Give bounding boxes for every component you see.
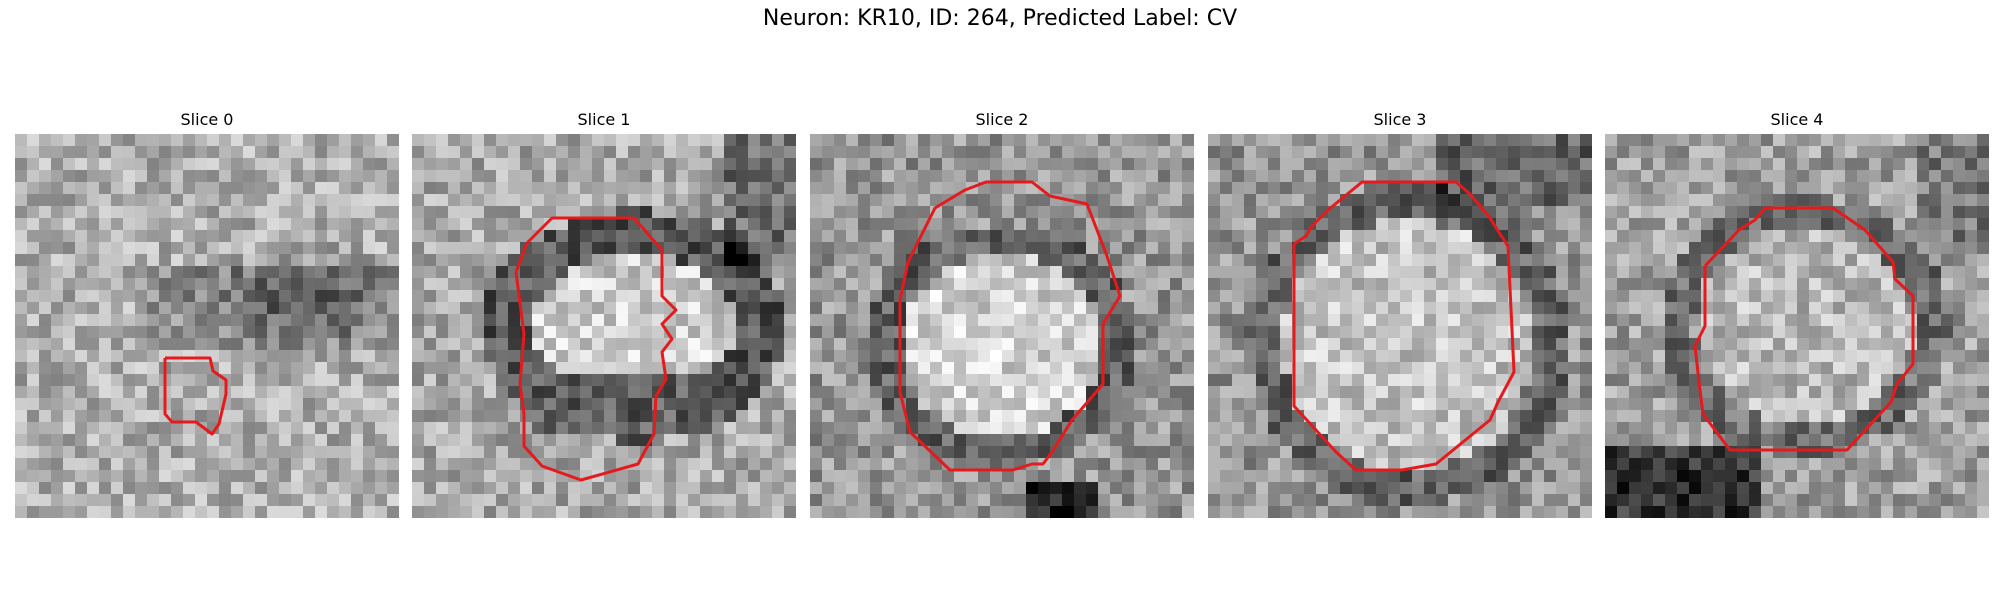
slice-panel-2: Slice 2 — [810, 110, 1194, 518]
slice-image-4 — [1605, 134, 1989, 518]
contour-4 — [1693, 206, 1915, 452]
slice-panel-0: Slice 0 — [15, 110, 399, 518]
slice-image-2 — [810, 134, 1194, 518]
slice-title-3: Slice 3 — [1373, 110, 1427, 129]
slice-title-2: Slice 2 — [975, 110, 1029, 129]
slice-panel-3: Slice 3 — [1208, 110, 1592, 518]
slice-title-1: Slice 1 — [577, 110, 631, 129]
figure-title: Neuron: KR10, ID: 264, Predicted Label: … — [762, 6, 1238, 31]
slice-panel-1: Slice 1 — [412, 110, 796, 518]
contour-1 — [514, 216, 678, 482]
slice-image-0 — [15, 134, 399, 518]
contour-3 — [1292, 180, 1516, 472]
slice-title-4: Slice 4 — [1770, 110, 1824, 129]
contour-2 — [898, 180, 1122, 472]
slice-image-1 — [412, 134, 796, 518]
slice-panel-4: Slice 4 — [1605, 110, 1989, 518]
slice-image-3 — [1208, 134, 1592, 518]
slice-title-0: Slice 0 — [180, 110, 234, 129]
contour-0 — [163, 356, 228, 436]
